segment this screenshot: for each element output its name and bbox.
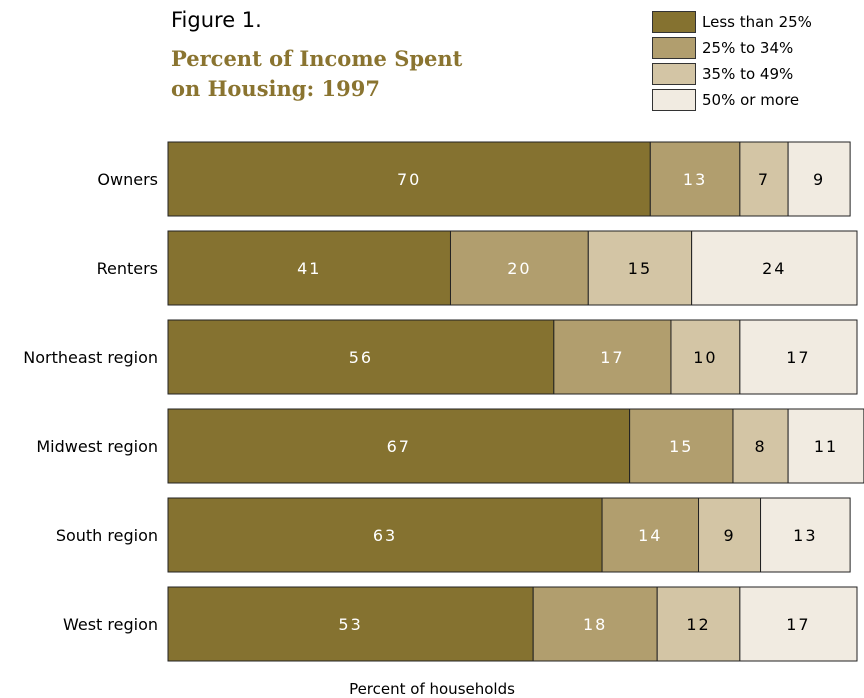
figure-label: Figure 1. — [171, 8, 262, 32]
bar-segment — [649, 141, 741, 217]
chart-legend: Less than 25% 25% to 34% 35% to 49% 50% … — [652, 10, 812, 114]
category-label: South region — [56, 526, 158, 545]
data-label: 11 — [814, 437, 838, 456]
bar-segment — [760, 497, 851, 573]
legend-item: 35% to 49% — [652, 62, 812, 86]
data-label: 13 — [683, 170, 707, 189]
data-label: 17 — [786, 348, 810, 367]
bar-segment — [698, 497, 762, 573]
data-label: 17 — [600, 348, 624, 367]
bar-segment — [787, 141, 851, 217]
chart-title: Percent of Income Spent on Housing: 1997 — [171, 46, 463, 101]
bar-segment — [670, 319, 741, 395]
bar-segment — [787, 408, 864, 484]
data-label: 56 — [349, 348, 373, 367]
bar-segment — [732, 408, 789, 484]
data-label: 10 — [693, 348, 717, 367]
bar-segment — [739, 586, 858, 662]
legend-label: 50% or more — [702, 91, 800, 109]
category-label: Midwest region — [36, 437, 158, 456]
bar-segment — [532, 586, 658, 662]
data-label: 9 — [813, 170, 825, 189]
category-label: West region — [63, 615, 158, 634]
bar-segment — [167, 319, 555, 395]
bar-segment — [587, 230, 693, 306]
bar-segment — [167, 230, 451, 306]
legend-swatch — [652, 37, 696, 59]
data-label: 7 — [758, 170, 770, 189]
category-label: Renters — [97, 259, 158, 278]
bar-segment — [167, 497, 603, 573]
legend-item: Less than 25% — [652, 10, 812, 34]
legend-label: 35% to 49% — [702, 65, 794, 83]
legend-item: 50% or more — [652, 88, 812, 112]
data-label: 18 — [583, 615, 607, 634]
bar-segment — [629, 408, 734, 484]
data-label: 24 — [762, 259, 786, 278]
x-axis-label: Percent of households — [349, 680, 515, 698]
data-label: 15 — [669, 437, 693, 456]
data-label: 8 — [754, 437, 766, 456]
data-label: 70 — [397, 170, 421, 189]
data-label: 17 — [786, 615, 810, 634]
legend-swatch — [652, 11, 696, 33]
data-label: 14 — [638, 526, 662, 545]
bar-segment — [601, 497, 700, 573]
data-label: 13 — [793, 526, 817, 545]
legend-swatch — [652, 63, 696, 85]
data-label: 20 — [507, 259, 531, 278]
legend-label: Less than 25% — [702, 13, 812, 31]
bar-segment — [739, 319, 858, 395]
data-label: 67 — [387, 437, 411, 456]
data-label: 63 — [373, 526, 397, 545]
data-label: 41 — [297, 259, 321, 278]
data-label: 12 — [686, 615, 710, 634]
bar-segment — [449, 230, 589, 306]
legend-item: 25% to 34% — [652, 36, 812, 60]
legend-swatch — [652, 89, 696, 111]
legend-label: 25% to 34% — [702, 39, 794, 57]
category-label: Owners — [97, 170, 158, 189]
bar-segment — [167, 408, 631, 484]
bar-segment — [656, 586, 741, 662]
bar-segment — [553, 319, 672, 395]
category-label: Northeast region — [23, 348, 158, 367]
bar-segment — [739, 141, 789, 217]
data-label: 15 — [628, 259, 652, 278]
data-label: 53 — [338, 615, 362, 634]
data-label: 9 — [723, 526, 735, 545]
bar-segment — [691, 230, 858, 306]
